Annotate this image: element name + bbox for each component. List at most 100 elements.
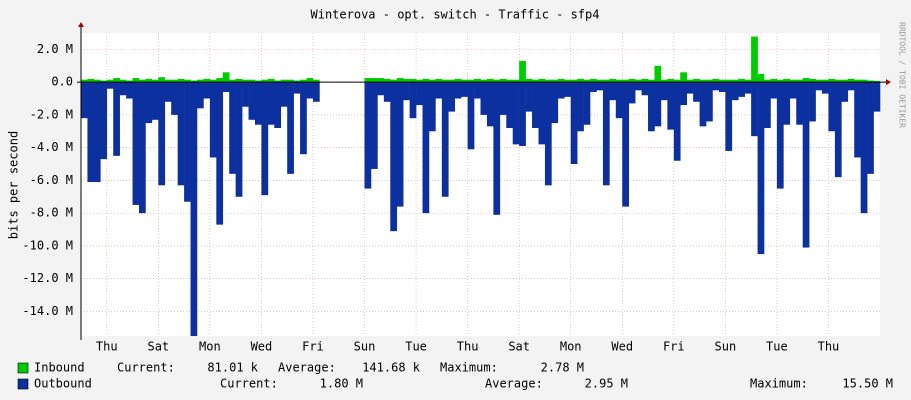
area-bar — [648, 79, 655, 83]
area-bar — [686, 82, 694, 94]
area-bar — [209, 79, 217, 83]
area-bar — [493, 82, 501, 215]
y-tick-label: -12.0 M — [22, 271, 73, 285]
area-bar — [480, 82, 488, 115]
area-bar — [564, 79, 572, 83]
y-tick-label: -6.0 M — [30, 173, 73, 187]
area-bar — [557, 82, 565, 99]
area-bar — [757, 82, 765, 255]
area-bar — [138, 82, 146, 214]
area-bar — [312, 82, 320, 102]
area-bar — [274, 82, 282, 128]
area-bar — [622, 79, 630, 83]
area-bar — [532, 82, 539, 128]
area-bar — [106, 82, 114, 89]
area-bar — [654, 65, 662, 83]
area-bar — [81, 79, 88, 83]
area-bar — [751, 36, 758, 83]
y-tick-label: -10.0 M — [22, 238, 73, 252]
area-bar — [242, 79, 249, 83]
x-tick-label: Sat — [508, 340, 530, 354]
area-bar — [248, 79, 256, 83]
area-bar — [802, 78, 810, 83]
area-bar — [551, 79, 559, 83]
area-bar — [106, 79, 114, 83]
area-bar — [87, 78, 95, 83]
x-tick-label: Wed — [611, 340, 633, 354]
area-bar — [184, 82, 191, 202]
area-bar — [731, 82, 739, 101]
area-bar — [519, 60, 526, 83]
area-bar — [216, 78, 224, 83]
area-bar — [667, 78, 675, 83]
area-bar — [764, 79, 771, 83]
area-bar — [506, 82, 514, 128]
area-bar — [648, 82, 655, 132]
area-bar — [641, 82, 649, 96]
area-bar — [216, 82, 224, 225]
area-bar — [377, 78, 385, 83]
area-bar — [867, 80, 874, 83]
area-bar — [235, 82, 243, 197]
area-bar — [718, 82, 726, 92]
area-bar — [100, 82, 108, 160]
area-bar — [641, 78, 649, 83]
area-bar — [789, 82, 797, 99]
area-bar — [235, 78, 243, 83]
axis-arrow — [78, 22, 84, 27]
area-bar — [461, 79, 468, 83]
area-bar — [770, 78, 778, 83]
area-bar — [590, 82, 597, 92]
area-bar — [441, 79, 449, 83]
legend-stat-label: Average: — [278, 361, 336, 375]
y-tick-label: 2.0 M — [37, 42, 73, 56]
area-bar — [184, 79, 191, 83]
area-bar — [158, 77, 166, 83]
area-bar — [628, 82, 636, 104]
area-bar — [757, 73, 765, 83]
area-bar — [428, 79, 436, 83]
area-bar — [731, 79, 739, 83]
area-bar — [764, 82, 771, 128]
area-bar — [828, 78, 836, 83]
y-tick-label: -4.0 M — [30, 140, 73, 154]
area-bar — [448, 79, 456, 83]
area-bar — [306, 82, 314, 99]
area-bar — [113, 82, 120, 156]
area-bar — [403, 78, 410, 83]
area-bar — [474, 82, 481, 99]
area-bar — [738, 82, 745, 97]
area-bar — [377, 82, 385, 96]
area-bar — [680, 82, 687, 106]
area-bar — [467, 82, 475, 150]
area-bar — [196, 79, 204, 83]
area-bar — [171, 82, 178, 115]
y-tick-label: -8.0 M — [30, 206, 73, 220]
legend-stat-label: Maximum: — [750, 377, 808, 391]
legend-stat-value: 2.95 M — [585, 377, 628, 391]
area-bar — [789, 79, 797, 83]
area-bar — [570, 82, 578, 165]
area-bar — [544, 79, 552, 83]
area-bar — [744, 79, 752, 83]
area-bar — [873, 80, 881, 83]
area-bar — [809, 82, 816, 122]
area-bar — [609, 78, 617, 83]
legend-swatch — [17, 362, 29, 374]
legend-stat-label: Maximum: — [440, 361, 498, 375]
area-bar — [151, 79, 159, 83]
area-bar — [609, 82, 617, 101]
area-bar — [428, 82, 436, 132]
area-bar — [654, 82, 662, 127]
area-bar — [602, 82, 610, 186]
area-bar — [416, 79, 423, 83]
x-tick-label: Thu — [818, 340, 840, 354]
area-bar — [248, 82, 256, 120]
area-bar — [164, 79, 172, 83]
area-bar — [306, 78, 314, 83]
legend-label: Outbound — [34, 377, 92, 391]
area-bar — [680, 72, 687, 83]
x-tick-label: Sun — [715, 340, 737, 354]
y-tick-label: -2.0 M — [30, 107, 73, 121]
